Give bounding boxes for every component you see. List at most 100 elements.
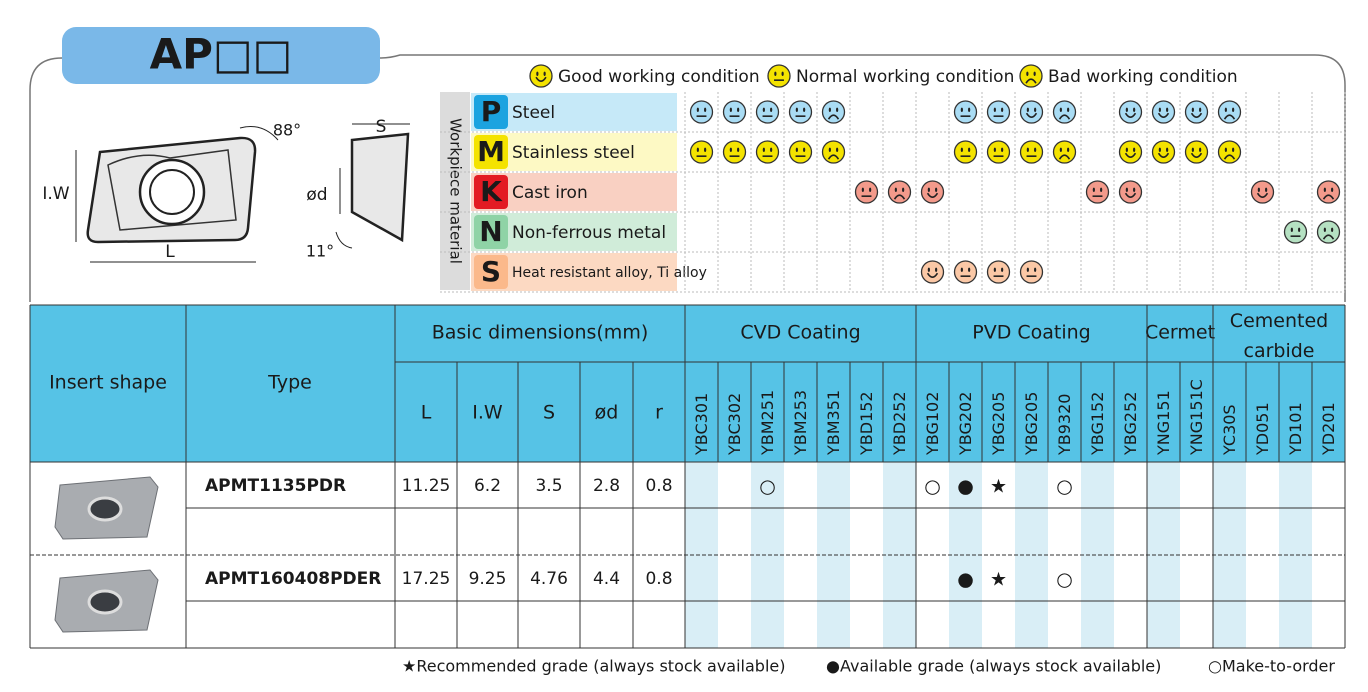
icon-eye <box>1323 187 1326 192</box>
icon-face <box>1019 260 1044 284</box>
grade-mark: ○ <box>1056 476 1073 498</box>
icon-eye <box>1026 147 1029 152</box>
icon-eye <box>1067 147 1070 152</box>
icon-eye <box>927 267 930 272</box>
icon-eye <box>1026 267 1029 272</box>
condition-icon <box>1118 140 1143 164</box>
icon-mouth <box>1157 112 1170 118</box>
icon-eye <box>795 147 798 152</box>
material-letter: P <box>481 95 502 128</box>
icon-eye <box>1067 107 1070 113</box>
condition-icon <box>722 140 747 164</box>
legend-label: Good working condition <box>558 67 760 87</box>
icon-face <box>1085 180 1110 204</box>
icon-eye <box>828 147 831 152</box>
material-letter: K <box>480 175 503 208</box>
insert-edge <box>107 149 237 231</box>
icon-eye <box>1191 147 1194 152</box>
icon-face <box>1019 140 1044 164</box>
condition-icon <box>1151 140 1176 164</box>
condition-icon <box>1019 140 1044 164</box>
grade-header: YBD252 <box>890 391 909 456</box>
condition-icon <box>788 100 813 124</box>
condition-icon <box>1184 140 1209 164</box>
header-cell: Insert shape <box>49 372 167 394</box>
icon-eye <box>1092 187 1095 192</box>
icon-eye <box>869 187 872 192</box>
material-badge <box>474 255 508 289</box>
column-shade <box>1015 462 1048 648</box>
condition-icon <box>767 64 791 88</box>
footer-note: ★Recommended grade (always stock availab… <box>402 657 785 676</box>
condition-icon <box>755 140 780 164</box>
insert-side <box>350 132 410 243</box>
icon-face <box>854 180 879 204</box>
icon-mouth <box>1025 112 1038 118</box>
icon-mouth <box>1190 112 1203 118</box>
icon-mouth <box>926 272 939 278</box>
icon-face <box>920 260 945 284</box>
icon-eye <box>1125 107 1128 113</box>
condition-icon <box>1052 140 1077 164</box>
material-letter: N <box>479 215 502 248</box>
icon-eye <box>1125 147 1128 152</box>
icon-eye <box>536 71 539 77</box>
icon-face <box>986 140 1011 164</box>
column-shade <box>1213 462 1246 648</box>
icon-eye <box>737 107 740 113</box>
grade-mark: ★ <box>990 476 1007 498</box>
icon-face <box>722 100 747 124</box>
angle-arc <box>239 126 279 141</box>
condition-icon <box>1052 100 1077 124</box>
icon-face <box>767 64 791 88</box>
icon-eye <box>1125 187 1128 192</box>
icon-face <box>1283 220 1308 244</box>
condition-icon <box>821 140 846 164</box>
header-cell: S <box>543 402 555 424</box>
icon-eye <box>1298 227 1301 232</box>
icon-face <box>689 140 714 164</box>
condition-icon <box>1184 100 1209 124</box>
icon-eye <box>762 107 765 113</box>
frame <box>29 54 1346 302</box>
legend-label: Normal working condition <box>796 67 1014 87</box>
grade-header: YD101 <box>1286 402 1305 456</box>
group-header: Cermet <box>1145 322 1215 344</box>
icon-face <box>821 140 846 164</box>
icon-mouth <box>1124 152 1137 158</box>
dimension-cell: 11.25 <box>402 476 451 496</box>
icon-eye <box>1199 107 1202 113</box>
icon-eye <box>795 107 798 113</box>
icon-face <box>821 100 846 124</box>
title: AP□□ <box>150 30 293 79</box>
condition-icon <box>1118 100 1143 124</box>
icon-eye <box>1033 71 1036 77</box>
condition-icon <box>1217 100 1242 124</box>
material-axis-label: Workpiece material <box>447 118 465 264</box>
icon-mouth <box>926 192 939 198</box>
icon-eye <box>1331 227 1334 232</box>
icon-face <box>722 140 747 164</box>
icon-face <box>986 100 1011 124</box>
icon-eye <box>1158 147 1161 152</box>
material-name: Stainless steel <box>512 143 635 163</box>
condition-icon <box>986 260 1011 284</box>
icon-eye <box>1001 267 1004 272</box>
icon-mouth <box>1157 152 1170 158</box>
icon-eye <box>704 147 707 152</box>
condition-icon <box>953 140 978 164</box>
icon-eye <box>774 71 777 77</box>
axis-label-bg <box>440 92 470 290</box>
condition-icon <box>854 180 879 204</box>
dimension-cell: 17.25 <box>402 569 451 589</box>
header-cell: Type <box>267 372 312 394</box>
angle-arc <box>335 231 353 249</box>
icon-mouth <box>1256 192 1269 198</box>
icon-face <box>1118 140 1143 164</box>
icon-eye <box>993 107 996 113</box>
insert-image-hole <box>87 496 123 522</box>
grade-header: YC30S <box>1220 404 1239 456</box>
icon-eye <box>927 187 930 192</box>
icon-face <box>755 100 780 124</box>
icon-eye <box>1059 107 1062 113</box>
